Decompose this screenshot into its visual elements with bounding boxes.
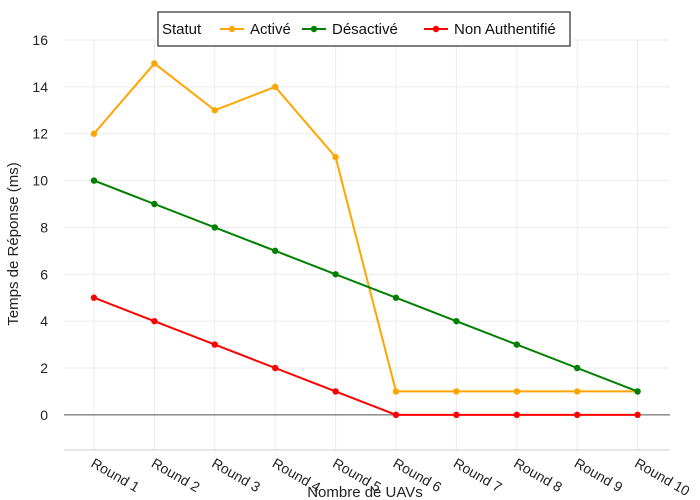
data-point xyxy=(151,200,158,208)
data-point xyxy=(513,411,520,419)
y-tick-label: 12 xyxy=(32,126,48,142)
y-tick-label: 2 xyxy=(40,360,48,376)
data-point xyxy=(272,364,279,372)
legend-label: Activé xyxy=(250,21,291,38)
data-point xyxy=(332,388,339,395)
y-tick-label: 8 xyxy=(40,219,48,235)
legend-swatch-marker xyxy=(228,25,236,33)
x-tick-label: Round 2 xyxy=(149,455,203,495)
x-tick-label: Round 8 xyxy=(511,455,565,495)
data-point xyxy=(574,388,581,395)
x-axis-title: Nombre de UAVs xyxy=(307,484,423,500)
data-point xyxy=(513,341,520,348)
y-tick-label: 16 xyxy=(32,32,48,48)
data-point xyxy=(634,411,641,419)
data-point xyxy=(90,130,98,137)
legend: Statut Activé Désactivé Non Authentifié xyxy=(157,11,571,47)
legend-title: Statut xyxy=(162,21,202,38)
x-tick-label: Round 1 xyxy=(89,455,143,495)
x-tick-label: Round 10 xyxy=(632,455,693,499)
legend-item: Désactivé xyxy=(302,21,398,38)
legend-item: Activé xyxy=(220,21,291,38)
series-layer xyxy=(90,60,641,419)
data-point xyxy=(211,224,218,231)
data-point xyxy=(151,317,158,325)
y-tick-label: 14 xyxy=(32,79,48,95)
data-point xyxy=(453,388,460,395)
series-line xyxy=(93,296,638,416)
data-point xyxy=(272,247,279,255)
data-point xyxy=(151,60,158,67)
data-point xyxy=(211,107,218,114)
data-point xyxy=(392,388,400,395)
data-point xyxy=(453,411,460,419)
data-point xyxy=(90,294,98,301)
grid xyxy=(64,39,670,450)
legend-swatch-marker xyxy=(310,25,318,33)
data-point xyxy=(392,411,400,419)
data-point xyxy=(90,177,98,184)
y-tick-label: 10 xyxy=(32,173,48,189)
x-tick-label: Round 7 xyxy=(451,455,505,495)
y-tick-label: 6 xyxy=(40,266,48,282)
y-tick-label: 4 xyxy=(40,313,48,329)
legend-swatch-marker xyxy=(432,25,440,33)
series-Désactivé xyxy=(90,177,641,395)
series-line xyxy=(93,62,638,393)
data-point xyxy=(453,317,460,325)
series-line xyxy=(93,179,638,393)
legend-label: Désactivé xyxy=(332,21,398,38)
data-point xyxy=(574,364,581,372)
data-point xyxy=(332,153,339,161)
y-axis-ticks: 0 2 4 6 8 10 12 14 16 xyxy=(32,32,48,423)
data-point xyxy=(392,294,400,301)
x-tick-label: Round 3 xyxy=(209,455,263,495)
data-point xyxy=(272,83,279,91)
legend-item: Non Authentifié xyxy=(424,21,556,38)
data-point xyxy=(332,271,339,278)
legend-label: Non Authentifié xyxy=(454,21,556,38)
x-tick-label: Round 9 xyxy=(572,455,626,495)
y-axis-title: Temps de Réponse (ms) xyxy=(5,162,22,325)
data-point xyxy=(513,388,520,395)
y-tick-label: 0 xyxy=(40,407,48,423)
data-point xyxy=(574,411,581,419)
data-point xyxy=(211,341,218,348)
data-point xyxy=(634,388,641,395)
series-Non Authentifié xyxy=(90,294,641,419)
